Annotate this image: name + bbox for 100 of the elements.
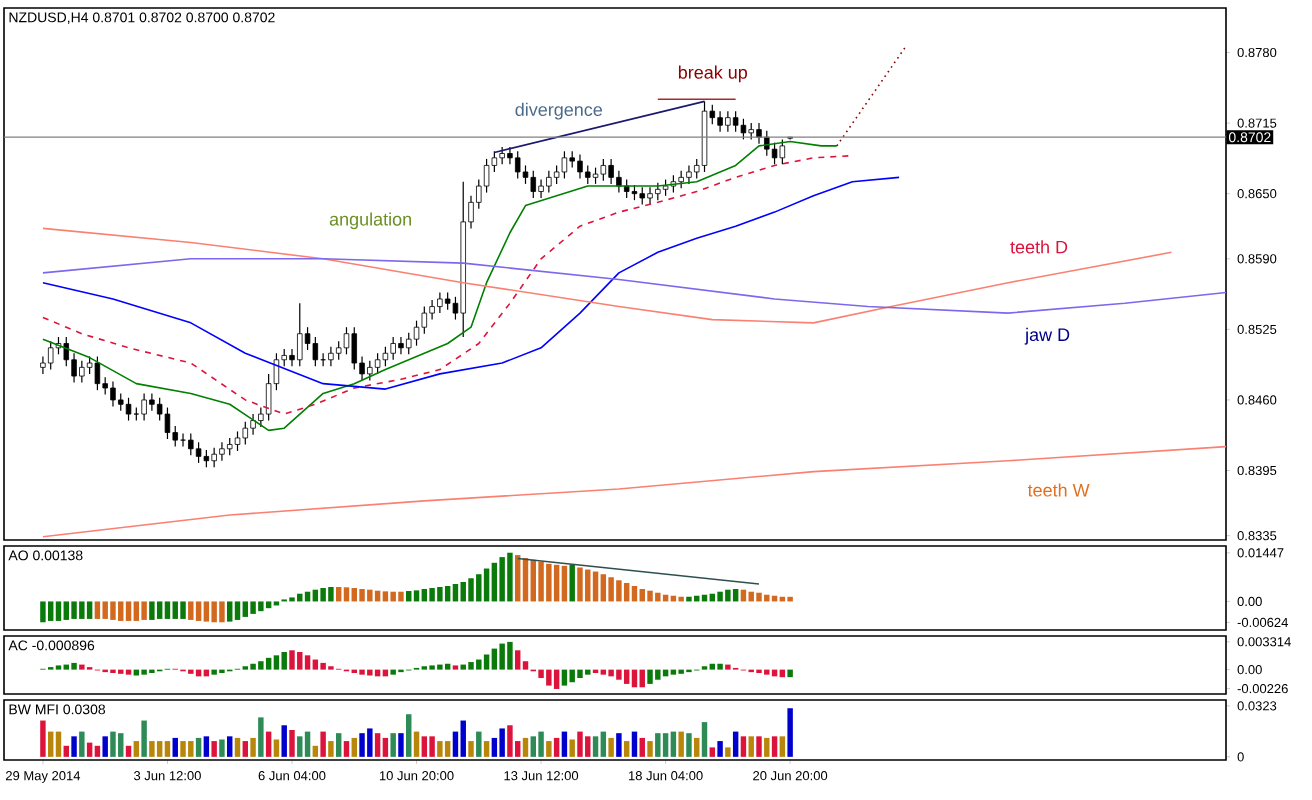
bar <box>180 601 186 619</box>
bar <box>577 731 583 757</box>
bar <box>717 741 723 757</box>
bar <box>227 736 233 757</box>
bar <box>476 731 482 757</box>
bar <box>367 728 373 757</box>
candlestick <box>717 110 723 133</box>
candlestick <box>616 170 622 194</box>
bar <box>740 736 747 757</box>
bar <box>250 737 256 757</box>
bar <box>600 669 607 675</box>
bar <box>429 736 435 757</box>
bar <box>281 725 287 757</box>
bar <box>709 747 716 757</box>
bar <box>289 730 295 757</box>
bar <box>203 601 210 622</box>
bar <box>219 601 225 623</box>
candlestick <box>335 340 342 361</box>
bar <box>367 669 373 676</box>
bar <box>164 741 171 757</box>
bar <box>281 651 287 670</box>
bar <box>413 590 420 602</box>
bar <box>468 578 474 602</box>
bar <box>468 662 474 670</box>
bar <box>553 564 560 602</box>
candlestick <box>421 305 428 335</box>
bar <box>616 580 622 602</box>
bar <box>499 557 505 602</box>
candlestick <box>623 178 630 199</box>
bar <box>258 601 264 612</box>
candlestick <box>538 178 544 199</box>
bar <box>335 733 342 757</box>
candlestick <box>686 164 692 185</box>
bar <box>616 669 622 680</box>
candlestick <box>219 441 225 462</box>
bar <box>779 736 786 757</box>
bar <box>351 737 357 757</box>
bar <box>133 669 140 676</box>
bar <box>40 720 46 757</box>
candlestick <box>125 397 132 422</box>
bar <box>561 731 568 757</box>
bar <box>546 741 552 757</box>
bar <box>86 601 93 619</box>
bar <box>608 577 614 602</box>
bar <box>421 736 428 757</box>
bar <box>764 669 770 675</box>
bar <box>79 664 85 670</box>
bar <box>686 733 692 757</box>
bar <box>118 601 124 621</box>
bar <box>180 741 186 757</box>
bar <box>110 601 116 620</box>
bar <box>499 643 505 670</box>
bar <box>149 741 155 757</box>
candlestick <box>297 302 303 367</box>
bar <box>608 669 614 677</box>
candlestick <box>522 164 529 185</box>
candlestick <box>367 360 373 381</box>
candlestick <box>514 150 521 180</box>
bar <box>374 733 381 757</box>
bar <box>444 741 451 757</box>
bar <box>678 731 684 757</box>
bar <box>499 728 505 757</box>
bar <box>63 664 69 670</box>
bar <box>577 567 583 602</box>
bar <box>732 731 739 757</box>
candlestick <box>647 186 653 206</box>
bar <box>577 669 583 679</box>
candlestick <box>406 332 412 355</box>
bar <box>234 737 241 757</box>
bar <box>522 737 529 757</box>
candlestick <box>756 122 762 145</box>
candlestick <box>250 413 256 436</box>
bar <box>569 669 575 683</box>
bar <box>40 601 46 623</box>
bar <box>406 714 412 757</box>
candlestick <box>600 158 607 182</box>
bar <box>133 741 140 757</box>
bar <box>662 733 669 757</box>
bar <box>491 562 498 602</box>
bar <box>460 664 466 670</box>
bar <box>764 594 770 602</box>
bar <box>771 736 778 757</box>
bar <box>265 731 272 757</box>
candlestick <box>413 320 420 347</box>
bar <box>289 650 295 670</box>
candlestick <box>725 110 731 133</box>
candlestick <box>507 146 513 165</box>
candlestick <box>585 164 591 185</box>
candlestick <box>312 336 319 367</box>
bar <box>678 596 684 602</box>
bar <box>320 662 326 670</box>
bar <box>647 590 653 602</box>
bar <box>211 601 217 623</box>
annotation: teeth D <box>1010 240 1068 254</box>
candlestick <box>546 170 552 194</box>
bar <box>530 736 536 757</box>
bar <box>546 669 552 686</box>
bar <box>188 741 194 757</box>
bar <box>94 601 101 619</box>
bar <box>188 601 194 620</box>
